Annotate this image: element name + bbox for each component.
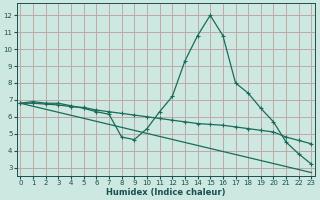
X-axis label: Humidex (Indice chaleur): Humidex (Indice chaleur) [106, 188, 226, 197]
